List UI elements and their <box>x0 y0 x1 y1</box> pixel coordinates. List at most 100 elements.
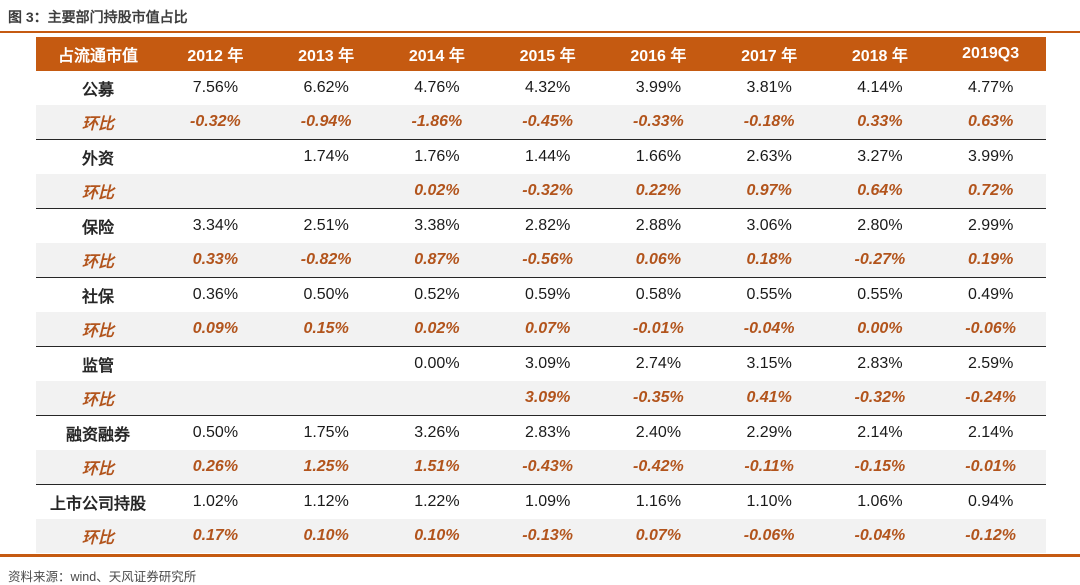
value-cell: -0.11% <box>744 458 794 475</box>
holdings-table: 占流通市值 2012 年 2013 年 2014 年 2015 年 2016 年 2017 … <box>36 37 1046 553</box>
value-cell: -0.43% <box>522 458 573 475</box>
value-cell: 0.00% <box>414 355 460 372</box>
value-cell: 7.56% <box>192 79 239 96</box>
header-row: 占流通市值 2012 年 2013 年 2014 年 2015 年 2016 年 2017 … <box>36 37 1046 71</box>
value-cell: -0.04% <box>743 320 795 337</box>
value-cell: 0.55% <box>857 286 903 303</box>
value-cell: 0.15% <box>303 320 349 337</box>
value-cell: 0.59% <box>524 286 571 303</box>
value-cell: -0.94% <box>300 113 352 130</box>
value-cell: -0.06% <box>743 527 795 544</box>
year-column-header: 2013 年 <box>270 37 382 71</box>
value-cell: 1.25% <box>303 458 349 475</box>
value-cell: -0.33% <box>633 113 684 130</box>
value-cell: 0.33% <box>192 251 239 268</box>
category-row: 上市公司持股 1.02% 1.12% 1.22% 1.09% 1.16% 1.10% 1.06… <box>36 485 1046 520</box>
delta-row: 环比 0.02% -0.32% 0.22% 0.97% 0.64% 0.72% <box>36 174 1046 209</box>
value-cell: 1.75% <box>303 424 349 441</box>
value-cell: -1.86% <box>411 113 463 130</box>
value-cell: 2.14% <box>857 424 903 441</box>
value-cell: 1.02% <box>192 493 239 510</box>
value-cell <box>271 174 382 209</box>
value-cell <box>160 381 271 416</box>
value-cell: 0.07% <box>635 527 682 544</box>
value-cell: 4.32% <box>524 79 571 96</box>
category-row: 融资融券 0.50% 1.75% 3.26% 2.83% 2.40% 2.29% 2.14% 2… <box>36 416 1046 451</box>
value-cell <box>160 140 271 175</box>
row-label: 环比 <box>81 254 114 271</box>
delta-row: 环比 0.17% 0.10% 0.10% -0.13% 0.07% -0.06% -0.04%… <box>36 519 1046 553</box>
table-body: 公募 7.56% 6.62% 4.76% 4.32% 3.99% 3.81% 4.14% 4.7… <box>36 71 1046 553</box>
value-cell: 1.06% <box>857 493 903 510</box>
value-cell: 2.14% <box>967 424 1014 441</box>
value-cell: 1.22% <box>414 493 460 510</box>
value-cell: 0.55% <box>746 286 792 303</box>
row-label: 社保 <box>81 289 114 306</box>
value-cell: 2.51% <box>303 217 349 234</box>
value-cell: 2.83% <box>524 424 571 441</box>
year-column-header: 2012 年 <box>160 37 271 71</box>
row-label: 上市公司持股 <box>49 496 146 513</box>
value-cell: 1.44% <box>524 148 571 165</box>
value-cell: 1.09% <box>524 493 571 510</box>
value-cell: 0.18% <box>746 251 792 268</box>
value-cell: 2.63% <box>746 148 792 165</box>
delta-row: 环比 0.09% 0.15% 0.02% 0.07% -0.01% -0.04% 0.00% -… <box>36 312 1046 347</box>
year-column-header: 2018 年 <box>824 37 936 71</box>
value-cell: 3.38% <box>414 217 460 234</box>
value-cell: 3.09% <box>524 389 571 406</box>
value-cell: 0.36% <box>192 286 239 303</box>
value-cell: -0.82% <box>300 251 352 268</box>
value-cell: 0.22% <box>635 182 682 199</box>
row-label: 环比 <box>81 392 114 409</box>
value-cell: 0.06% <box>635 251 682 268</box>
value-cell: 0.00% <box>857 320 903 337</box>
value-cell: -0.15% <box>854 458 906 475</box>
value-cell: 0.52% <box>414 286 460 303</box>
value-cell: -0.04% <box>854 527 906 544</box>
value-cell: 3.99% <box>967 148 1014 165</box>
value-cell: -0.12% <box>965 527 1016 544</box>
value-cell: 0.19% <box>967 251 1014 268</box>
category-row: 监管 0.00% 3.09% 2.74% 3.15% 2.83% 2.59% <box>36 347 1046 382</box>
category-row: 保险 3.34% 2.51% 3.38% 2.82% 2.88% 3.06% 2.80% 2.9… <box>36 209 1046 244</box>
value-cell: 3.27% <box>857 148 903 165</box>
value-cell: 0.97% <box>746 182 792 199</box>
value-cell: -0.18% <box>743 113 795 130</box>
row-label: 融资融券 <box>65 427 130 444</box>
value-cell: -0.32% <box>522 182 573 199</box>
value-cell: 0.50% <box>192 424 239 441</box>
row-label: 监管 <box>81 358 114 375</box>
value-cell: 6.62% <box>303 79 349 96</box>
value-cell: 0.10% <box>303 527 349 544</box>
row-label: 环比 <box>81 461 114 478</box>
value-cell: 0.87% <box>414 251 460 268</box>
value-cell: 0.07% <box>524 320 571 337</box>
figure-title: 图 3：主要部门持股市值占比 <box>8 9 188 25</box>
value-cell: 4.14% <box>857 79 903 96</box>
value-cell: -0.42% <box>633 458 684 475</box>
value-cell <box>160 347 271 382</box>
value-cell <box>382 381 493 416</box>
value-cell: 3.15% <box>746 355 792 372</box>
value-cell: 3.06% <box>746 217 792 234</box>
value-cell: 0.17% <box>192 527 239 544</box>
value-cell: 0.49% <box>967 286 1014 303</box>
value-cell <box>160 174 271 209</box>
row-label: 环比 <box>81 185 114 202</box>
category-row: 外资 1.74% 1.76% 1.44% 1.66% 2.63% 3.27% 3.99% <box>36 140 1046 175</box>
row-label: 环比 <box>81 530 114 547</box>
source-note: 资料来源：wind、天风证券研究所 <box>8 570 197 584</box>
value-cell: -0.13% <box>522 527 573 544</box>
value-cell: 3.81% <box>746 79 792 96</box>
value-cell: 2.82% <box>524 217 571 234</box>
value-cell: -0.01% <box>633 320 684 337</box>
year-column-header: 2014 年 <box>381 37 493 71</box>
value-cell: 3.26% <box>414 424 460 441</box>
value-cell: 4.77% <box>967 79 1014 96</box>
top-rule <box>0 31 1080 33</box>
delta-row: 环比 3.09% -0.35% 0.41% -0.32% -0.24% <box>36 381 1046 416</box>
value-cell: 0.26% <box>192 458 239 475</box>
value-cell: 3.99% <box>635 79 682 96</box>
